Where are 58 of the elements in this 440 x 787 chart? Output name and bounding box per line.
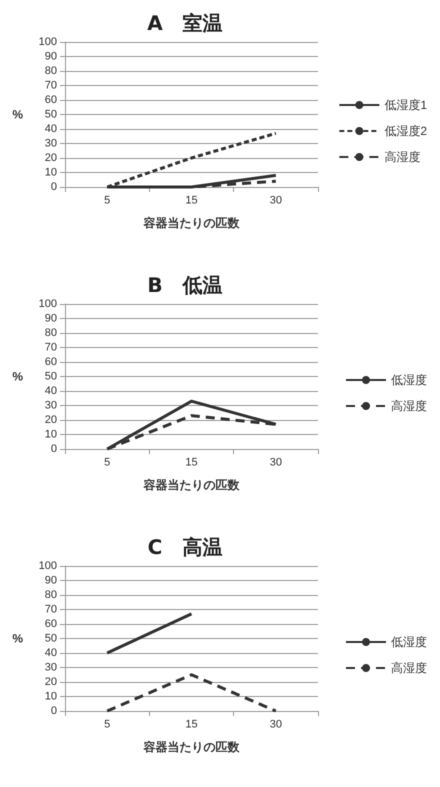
y-tick-label: 80 bbox=[44, 589, 57, 601]
legend-label: 高湿度 bbox=[391, 399, 427, 413]
x-tick-label: 5 bbox=[104, 718, 110, 730]
y-tick-label: 30 bbox=[44, 662, 57, 674]
y-tick-label: 90 bbox=[44, 50, 57, 62]
y-tick-label: 10 bbox=[44, 428, 57, 440]
x-tick-label: 15 bbox=[185, 194, 198, 206]
y-axis-title: % bbox=[12, 632, 24, 646]
y-tick-label: 100 bbox=[38, 36, 57, 48]
y-tick-label: 90 bbox=[44, 312, 57, 324]
legend-label: 低湿度2 bbox=[384, 124, 428, 138]
y-tick-label: 40 bbox=[44, 647, 57, 659]
y-tick-label: 40 bbox=[44, 385, 57, 397]
y-tick-label: 10 bbox=[44, 166, 57, 178]
y-tick-label: 30 bbox=[44, 138, 57, 150]
chart-title: B 低温 bbox=[147, 273, 223, 297]
x-axis-title: 容器当たりの匹数 bbox=[142, 478, 240, 492]
chart-title: C 高温 bbox=[148, 535, 222, 559]
y-tick-label: 20 bbox=[44, 676, 57, 688]
y-tick-label: 70 bbox=[44, 80, 57, 92]
legend-label: 低湿度 bbox=[391, 635, 427, 649]
y-tick-label: 50 bbox=[44, 632, 57, 644]
y-tick-label: 100 bbox=[38, 560, 57, 572]
y-tick-label: 0 bbox=[50, 705, 57, 717]
x-axis-title: 容器当たりの匹数 bbox=[142, 216, 240, 230]
x-axis-title: 容器当たりの匹数 bbox=[142, 740, 240, 754]
legend-label: 高湿度 bbox=[391, 661, 427, 675]
y-tick-label: 70 bbox=[44, 342, 57, 354]
y-tick-label: 20 bbox=[44, 152, 57, 164]
y-tick-label: 60 bbox=[44, 356, 57, 368]
y-tick-label: 60 bbox=[44, 94, 57, 106]
chart-title: A 室温 bbox=[147, 11, 223, 35]
y-tick-label: 0 bbox=[50, 443, 57, 455]
y-tick-label: 20 bbox=[44, 414, 57, 426]
y-tick-label: 60 bbox=[44, 618, 57, 630]
x-tick-label: 15 bbox=[185, 456, 198, 468]
legend-label: 高湿度 bbox=[384, 150, 420, 164]
x-tick-label: 15 bbox=[185, 718, 198, 730]
y-tick-label: 50 bbox=[44, 370, 57, 382]
y-tick-label: 90 bbox=[44, 574, 57, 586]
x-tick-label: 5 bbox=[104, 456, 110, 468]
y-axis-title: % bbox=[12, 108, 24, 122]
x-tick-label: 30 bbox=[270, 456, 282, 468]
y-tick-label: 80 bbox=[44, 65, 57, 77]
x-tick-label: 30 bbox=[270, 194, 282, 206]
y-tick-label: 100 bbox=[38, 298, 57, 310]
y-tick-label: 40 bbox=[44, 123, 57, 135]
y-tick-label: 80 bbox=[44, 327, 57, 339]
x-tick-label: 30 bbox=[270, 718, 282, 730]
y-tick-label: 30 bbox=[44, 400, 57, 412]
y-axis-title: % bbox=[12, 370, 24, 384]
x-tick-label: 5 bbox=[104, 194, 110, 206]
legend-label: 低湿度1 bbox=[384, 98, 428, 112]
y-tick-label: 10 bbox=[44, 690, 57, 702]
y-tick-label: 50 bbox=[44, 108, 57, 120]
legend-label: 低湿度 bbox=[391, 373, 427, 387]
y-tick-label: 0 bbox=[50, 181, 57, 193]
y-tick-label: 70 bbox=[44, 604, 57, 616]
